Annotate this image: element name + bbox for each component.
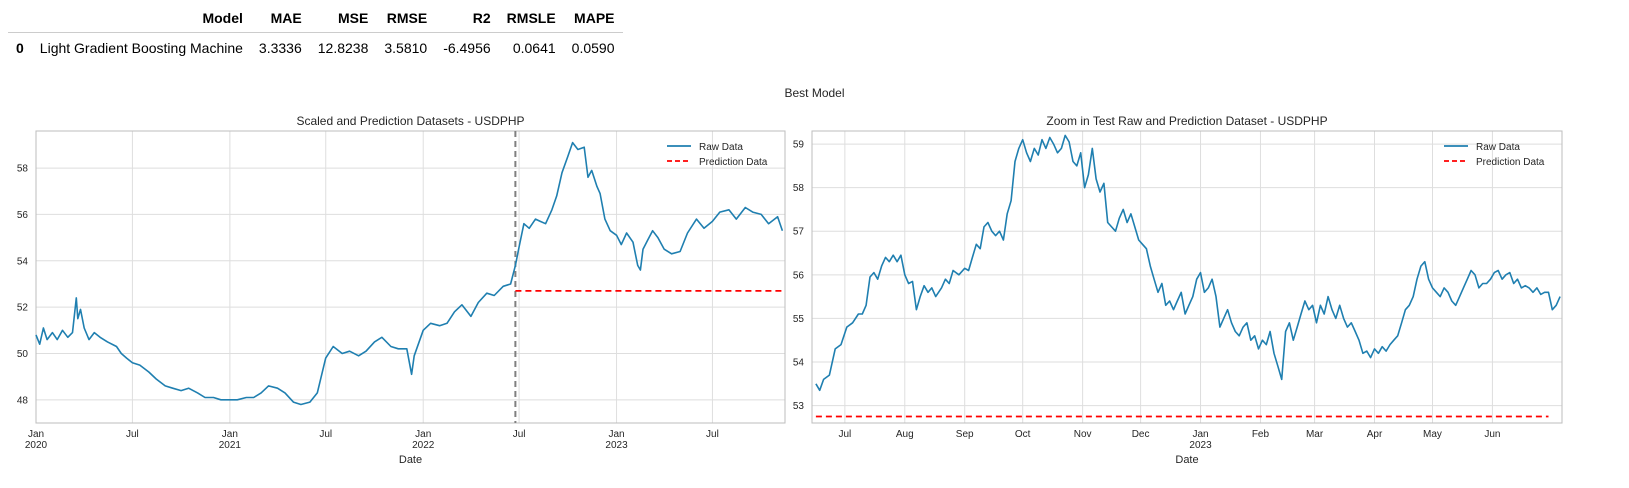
header-r2: R2 [472, 10, 491, 26]
header-rmsle: RMSLE [506, 10, 556, 26]
legend-label: Raw Data [1476, 142, 1520, 153]
header-rmse: RMSE [386, 10, 428, 26]
x-tick-label: Jul [126, 429, 139, 440]
y-tick-label: 48 [17, 395, 29, 406]
x-axis-label: Date [1175, 454, 1198, 466]
y-tick-label: 54 [17, 256, 29, 267]
x-tick-label: Jul [706, 429, 719, 440]
raw-series-line [815, 134, 1561, 392]
header-mse: MSE [338, 10, 369, 26]
x-tick-label: Jul [838, 429, 851, 440]
legend-label: Raw Data [699, 142, 743, 153]
x-tick-label: Aug [896, 429, 914, 440]
chart-title: Scaled and Prediction Datasets - USDPHP [296, 114, 524, 128]
header-model: Model [202, 10, 243, 26]
y-tick-label: 55 [793, 314, 805, 325]
x-axis-label: Date [399, 454, 422, 466]
cell-rmse: 3.5810 [384, 40, 428, 56]
figure-suptitle: Best Model [784, 86, 845, 100]
cell-model: Light Gradient Boosting Machine [39, 40, 243, 56]
y-tick-label: 53 [793, 401, 805, 412]
x-tick-label: Mar [1306, 429, 1324, 440]
y-tick-label: 58 [17, 164, 29, 175]
x-tick-label: Feb [1252, 429, 1270, 440]
x-tick-label: Dec [1132, 429, 1150, 440]
legend-label: Prediction Data [1476, 157, 1545, 168]
x-tick-label: Jun [1484, 429, 1500, 440]
y-tick-label: 50 [17, 349, 29, 360]
x-tick-sublabel: 2023 [1189, 440, 1212, 451]
y-tick-label: 56 [17, 210, 29, 221]
chart-title: Zoom in Test Raw and Prediction Dataset … [1046, 114, 1327, 128]
plot-frame [35, 130, 786, 424]
cell-r2: -6.4956 [443, 40, 491, 56]
cell-mae: 3.3336 [258, 40, 302, 56]
x-tick-label: Oct [1015, 429, 1031, 440]
metrics-table: Model MAE MSE RMSE R2 RMSLE MAPE 0 Light… [8, 4, 623, 63]
x-tick-sublabel: 2021 [219, 440, 242, 451]
y-tick-label: 54 [793, 357, 805, 368]
x-tick-sublabel: 2022 [412, 440, 435, 451]
x-tick-label: Jan [222, 429, 238, 440]
x-tick-label: Jan [28, 429, 44, 440]
y-tick-label: 58 [793, 183, 805, 194]
x-tick-label: Jul [319, 429, 332, 440]
y-tick-label: 52 [17, 303, 29, 314]
x-tick-label: Jan [415, 429, 431, 440]
cell-index: 0 [16, 40, 24, 56]
y-tick-label: 56 [793, 270, 805, 281]
metrics-header-row: Model MAE MSE RMSE R2 RMSLE MAPE [8, 4, 623, 33]
cell-rmsle: 0.0641 [512, 40, 556, 56]
legend-label: Prediction Data [699, 157, 768, 168]
x-tick-label: Sep [956, 429, 974, 440]
x-tick-label: Jul [513, 429, 526, 440]
plot-frame [811, 130, 1563, 424]
x-tick-label: May [1423, 429, 1442, 440]
cell-mape: 0.0590 [571, 40, 615, 56]
x-tick-label: Jan [608, 429, 624, 440]
x-tick-label: Jan [1192, 429, 1208, 440]
x-tick-label: Nov [1074, 429, 1092, 440]
raw-series-line [35, 141, 784, 406]
header-mape: MAPE [574, 10, 615, 26]
x-tick-sublabel: 2023 [605, 440, 628, 451]
x-tick-label: Apr [1367, 429, 1383, 440]
y-tick-label: 57 [793, 227, 805, 238]
x-tick-sublabel: 2020 [25, 440, 48, 451]
header-mae: MAE [270, 10, 302, 26]
cell-mse: 12.8238 [317, 40, 369, 56]
table-row: 0 Light Gradient Boosting Machine 3.3336… [8, 33, 623, 64]
y-tick-label: 59 [793, 140, 805, 151]
